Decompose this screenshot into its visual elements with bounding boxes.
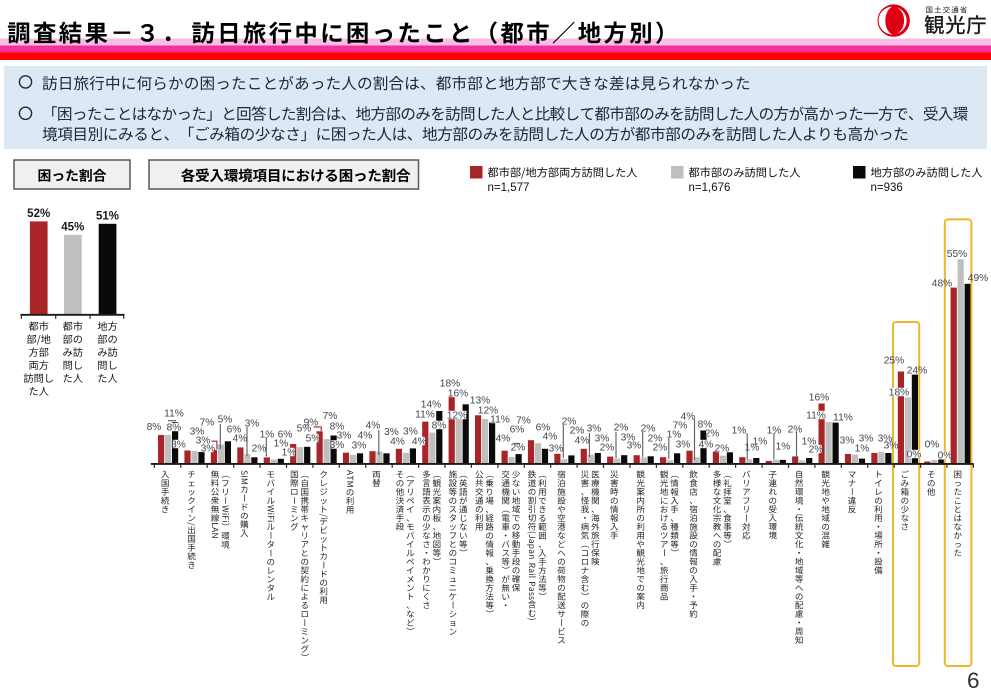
svg-text:13%: 13%: [470, 396, 490, 407]
svg-text:7%: 7%: [323, 411, 338, 422]
svg-text:6%: 6%: [536, 423, 551, 434]
svg-text:12%: 12%: [478, 406, 498, 417]
svg-text:4%: 4%: [543, 432, 558, 443]
svg-text:8%: 8%: [432, 421, 447, 432]
svg-text:2%: 2%: [809, 445, 824, 456]
svg-text:2%: 2%: [788, 425, 803, 436]
svg-text:3%: 3%: [196, 436, 211, 447]
svg-text:2%: 2%: [653, 443, 668, 454]
svg-text:3%: 3%: [352, 441, 367, 452]
svg-text:n=1,676: n=1,676: [689, 182, 731, 194]
svg-text:1%: 1%: [282, 448, 297, 459]
svg-text:4%: 4%: [358, 431, 373, 442]
svg-text:4%: 4%: [575, 436, 590, 447]
svg-text:1%: 1%: [855, 444, 870, 455]
svg-text:1%: 1%: [732, 426, 747, 437]
svg-text:18%: 18%: [889, 388, 909, 399]
svg-text:16%: 16%: [448, 389, 468, 400]
svg-text:3%: 3%: [201, 444, 216, 455]
svg-text:3%: 3%: [403, 427, 418, 438]
svg-text:48%: 48%: [932, 279, 952, 290]
svg-text:n=1,577: n=1,577: [488, 182, 530, 194]
svg-text:3%: 3%: [676, 440, 691, 451]
svg-text:1%: 1%: [274, 439, 289, 450]
svg-text:2%: 2%: [715, 444, 730, 455]
svg-text:3%: 3%: [190, 427, 205, 438]
svg-text:2%: 2%: [511, 443, 526, 454]
svg-text:2%: 2%: [570, 426, 585, 437]
svg-text:3%: 3%: [171, 440, 186, 451]
svg-text:8%: 8%: [330, 422, 345, 433]
svg-text:1%: 1%: [667, 430, 682, 441]
svg-text:8%: 8%: [698, 420, 713, 431]
svg-text:4%: 4%: [366, 421, 381, 432]
svg-text:7%: 7%: [673, 421, 688, 432]
svg-text:2%: 2%: [562, 417, 577, 428]
svg-text:6: 6: [967, 668, 980, 693]
svg-text:1%: 1%: [802, 437, 817, 448]
svg-text:24%: 24%: [907, 366, 927, 377]
svg-text:3%: 3%: [587, 424, 602, 435]
svg-text:18%: 18%: [440, 379, 460, 390]
svg-text:3%: 3%: [840, 436, 855, 447]
svg-text:14%: 14%: [421, 400, 441, 411]
svg-text:6%: 6%: [278, 430, 293, 441]
svg-text:16%: 16%: [809, 393, 829, 404]
svg-text:1%: 1%: [767, 426, 782, 437]
svg-text:11%: 11%: [806, 411, 826, 422]
svg-text:5%: 5%: [306, 434, 321, 445]
svg-text:3%: 3%: [245, 419, 260, 430]
svg-text:3%: 3%: [884, 441, 899, 452]
svg-text:6%: 6%: [510, 425, 525, 436]
svg-text:2%: 2%: [252, 444, 267, 455]
svg-text:4%: 4%: [233, 434, 248, 445]
svg-text:0%: 0%: [938, 451, 953, 462]
svg-text:51%: 51%: [96, 210, 119, 222]
svg-text:11%: 11%: [415, 410, 435, 421]
svg-text:0%: 0%: [925, 440, 940, 451]
svg-text:1%: 1%: [753, 437, 768, 448]
svg-text:25%: 25%: [884, 356, 904, 367]
svg-text:11%: 11%: [164, 409, 184, 420]
svg-text:7%: 7%: [200, 418, 215, 429]
svg-text:11%: 11%: [490, 415, 510, 426]
svg-text:2%: 2%: [641, 424, 656, 435]
svg-text:5%: 5%: [218, 415, 233, 426]
svg-text:1%: 1%: [745, 443, 760, 454]
svg-text:9%: 9%: [304, 418, 319, 429]
svg-text:45%: 45%: [61, 222, 84, 234]
svg-text:7%: 7%: [516, 416, 531, 427]
svg-text:4%: 4%: [496, 434, 511, 445]
svg-text:49%: 49%: [968, 273, 988, 284]
svg-text:2%: 2%: [600, 443, 615, 454]
svg-text:3%: 3%: [621, 433, 636, 444]
svg-text:3%: 3%: [330, 440, 345, 451]
svg-text:4%: 4%: [699, 440, 714, 451]
svg-text:3%: 3%: [337, 431, 352, 442]
svg-text:1%: 1%: [776, 442, 791, 453]
svg-text:8%: 8%: [167, 423, 182, 434]
svg-text:3%: 3%: [549, 444, 564, 455]
svg-text:4%: 4%: [412, 437, 427, 448]
svg-text:2%: 2%: [648, 434, 663, 445]
svg-text:12%: 12%: [447, 411, 467, 422]
svg-text:8%: 8%: [147, 422, 162, 433]
svg-text:3%: 3%: [859, 434, 874, 445]
svg-text:3%: 3%: [627, 441, 642, 452]
svg-text:52%: 52%: [27, 208, 50, 220]
svg-text:55%: 55%: [947, 249, 967, 260]
svg-text:0%: 0%: [907, 450, 922, 461]
svg-text:5%: 5%: [297, 424, 312, 435]
svg-text:n=936: n=936: [871, 182, 903, 194]
svg-text:6%: 6%: [227, 425, 242, 436]
svg-text:4%: 4%: [681, 412, 696, 423]
svg-text:3%: 3%: [595, 434, 610, 445]
svg-text:2%: 2%: [705, 429, 720, 440]
svg-text:1%: 1%: [260, 430, 275, 441]
svg-text:2%: 2%: [614, 423, 629, 434]
svg-text:4%: 4%: [390, 436, 405, 447]
svg-text:11%: 11%: [833, 413, 853, 424]
svg-text:3%: 3%: [878, 434, 893, 445]
svg-text:3%: 3%: [384, 427, 399, 438]
